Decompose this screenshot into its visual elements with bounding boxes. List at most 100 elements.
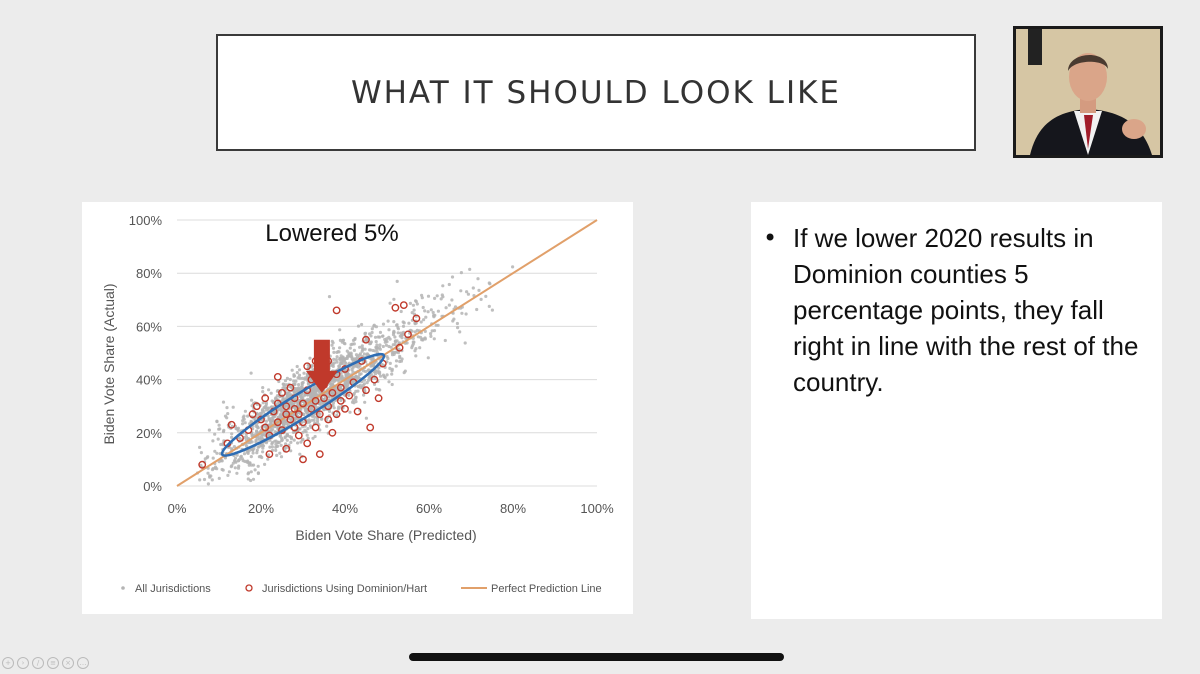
jurisdiction-point [249,478,253,483]
jurisdiction-point [225,406,229,410]
jurisdiction-point [289,402,293,406]
jurisdiction-point [251,477,256,481]
jurisdiction-point [255,412,259,416]
jurisdiction-point [390,353,395,357]
more-icon[interactable]: … [77,657,89,669]
jurisdiction-point [350,367,354,372]
jurisdiction-point [388,366,392,370]
jurisdiction-point [255,451,259,455]
jurisdiction-point [444,306,448,310]
jurisdiction-point [242,417,246,421]
jurisdiction-point [340,362,344,366]
jurisdiction-point [360,322,364,327]
highlighter-icon[interactable]: ≡ [47,657,59,669]
presenter-video[interactable] [1013,26,1163,158]
legend-dominion-label: Jurisdictions Using Dominion/Hart [262,583,427,595]
pen-icon[interactable]: / [32,657,44,669]
chart-panel: 0% 20% 40% 60% 80% 100% 0% 20% 40% 60% 80% 100% Lo… [82,202,633,614]
jurisdiction-point [375,346,379,350]
jurisdiction-point [357,365,361,369]
jurisdiction-point [337,350,341,354]
jurisdiction-point [311,393,315,397]
jurisdiction-point [455,321,459,326]
jurisdiction-point [412,308,416,312]
perfect-prediction-line-group [176,219,598,487]
dominion-point [303,362,312,371]
jurisdiction-point [351,370,355,374]
dominion-point [290,404,299,413]
jurisdiction-point [274,448,278,452]
zoom-icon[interactable]: + [2,657,14,669]
dominion-point [307,404,316,413]
jurisdiction-point [367,378,371,382]
jurisdiction-point [285,432,289,437]
home-indicator[interactable] [409,653,784,661]
jurisdiction-point [230,447,234,451]
jurisdiction-point [433,296,437,300]
jurisdiction-point [276,444,280,448]
dominion-point [252,402,261,411]
dominion-point [311,396,320,405]
jurisdiction-point [306,363,310,367]
jurisdiction-point [441,284,445,288]
jurisdiction-point [305,393,310,397]
jurisdiction-point [338,346,342,350]
jurisdiction-point [395,323,399,327]
jurisdiction-point [423,336,427,340]
jurisdiction-point [431,310,435,315]
x-tick-label: 20% [248,501,274,516]
jurisdiction-point [331,403,335,407]
jurisdiction-point [415,302,419,306]
jurisdiction-point [477,288,481,292]
dominion-point [320,394,328,403]
dominion-point [341,404,349,413]
jurisdiction-point [262,410,266,414]
jurisdiction-point [236,459,241,463]
jurisdiction-point [311,436,315,440]
annotation-toolbar: + › / ≡ × … [2,657,89,669]
jurisdiction-point [292,379,296,383]
jurisdiction-point [238,436,242,440]
jurisdiction-point [466,292,470,296]
dominion-point [282,410,291,419]
jurisdiction-point [365,352,369,356]
dominion-point [412,314,421,323]
jurisdiction-point [289,440,293,444]
jurisdiction-point [268,445,272,449]
jurisdiction-point [331,346,336,350]
jurisdiction-point [297,383,301,387]
jurisdiction-point [220,467,224,472]
jurisdiction-point [348,410,352,414]
jurisdiction-point [235,471,239,475]
eraser-icon[interactable]: × [62,657,74,669]
jurisdiction-point [297,388,301,392]
jurisdiction-point [460,311,464,315]
jurisdiction-point [313,386,317,390]
jurisdiction-point [206,471,210,475]
legend-line-label: Perfect Prediction Line [491,583,602,595]
jurisdiction-point [213,449,217,453]
jurisdiction-point [432,337,436,341]
x-tick-label: 100% [580,501,614,516]
y-tick-label: 80% [136,266,162,281]
legend-all-marker [121,586,125,590]
jurisdiction-point [318,412,322,416]
jurisdiction-point [373,335,378,339]
jurisdiction-point [243,459,247,463]
jurisdiction-point [365,381,369,385]
jurisdiction-point [313,434,317,439]
dominion-point [294,410,303,419]
jurisdiction-point [256,464,260,468]
jurisdiction-point [255,429,259,433]
jurisdiction-point [363,331,368,335]
jurisdiction-point [305,433,309,437]
jurisdiction-point [270,445,274,449]
arrow-annotation-group [305,339,338,393]
jurisdiction-point [249,371,253,375]
jurisdiction-point [487,281,491,285]
dominion-point [404,330,412,339]
jurisdiction-point [256,445,260,449]
dominion-point [286,415,295,424]
dominion-point [311,423,320,432]
pointer-icon[interactable]: › [17,657,29,669]
